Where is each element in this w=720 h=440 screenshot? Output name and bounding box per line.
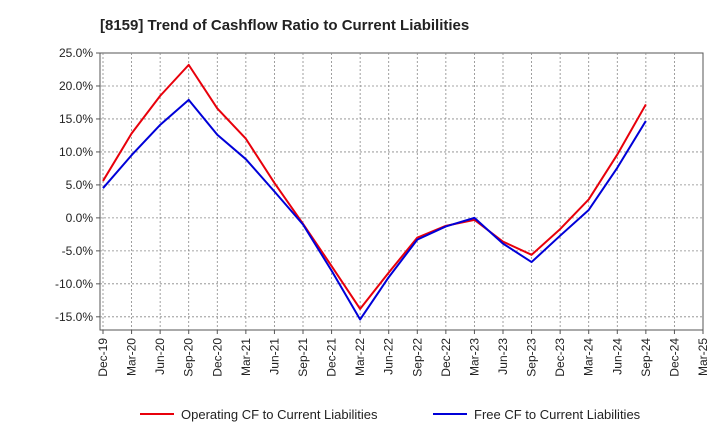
legend-label-2: Free CF to Current Liabilities	[474, 407, 641, 422]
series-line-1	[102, 63, 647, 310]
x-tick-label: Sep-22	[410, 338, 424, 377]
x-tick-label: Sep-21	[296, 338, 310, 377]
y-tick-label: 15.0%	[59, 112, 93, 126]
x-tick-label: Mar-21	[239, 338, 253, 376]
x-tick-label: Jun-23	[496, 338, 510, 375]
legend-label-1: Operating CF to Current Liabilities	[181, 407, 378, 422]
x-axis: Dec-19 Mar-20 Jun-20 Sep-20 Dec-20 Mar-21 Jun-…	[96, 330, 710, 377]
x-tick-label: Jun-21	[267, 338, 281, 375]
y-tick-label: 10.0%	[59, 145, 93, 159]
y-tick-label: -10.0%	[55, 277, 93, 291]
series-line-2	[102, 98, 647, 321]
x-tick-label: Mar-22	[353, 338, 367, 376]
y-tick-label: 20.0%	[59, 79, 93, 93]
x-tick-label: Jun-22	[382, 338, 396, 375]
x-tick-label: Mar-24	[582, 338, 596, 376]
x-tick-label: Jun-24	[610, 338, 624, 375]
x-tick-label: Jun-20	[153, 338, 167, 375]
y-axis: 25.0% 20.0% 15.0% 10.0% 5.0% 0.0% -5.0% -10.0% -…	[55, 46, 100, 324]
x-tick-label: Mar-23	[467, 338, 481, 376]
x-tick-label: Mar-25	[696, 338, 710, 376]
x-tick-label: Dec-19	[96, 338, 110, 377]
y-tick-label: 25.0%	[59, 46, 93, 60]
y-tick-label: -5.0%	[62, 244, 94, 258]
x-tick-label: Dec-24	[667, 338, 681, 377]
plot-area	[99, 52, 704, 331]
x-tick-label: Sep-24	[639, 338, 653, 377]
x-tick-label: Mar-20	[125, 338, 139, 376]
x-tick-label: Sep-20	[182, 338, 196, 377]
x-tick-label: Dec-23	[553, 338, 567, 377]
x-tick-label: Dec-20	[210, 338, 224, 377]
chart-title: [8159] Trend of Cashflow Ratio to Curren…	[100, 17, 469, 34]
series-group	[102, 63, 647, 321]
y-tick-label: 0.0%	[66, 211, 94, 225]
y-tick-label: -15.0%	[55, 310, 93, 324]
grid	[100, 53, 703, 330]
y-tick-label: 5.0%	[66, 178, 94, 192]
legend: Operating CF to Current Liabilities Free …	[140, 407, 641, 422]
x-tick-label: Dec-21	[325, 338, 339, 377]
x-tick-label: Sep-23	[525, 338, 539, 377]
x-tick-label: Dec-22	[439, 338, 453, 377]
